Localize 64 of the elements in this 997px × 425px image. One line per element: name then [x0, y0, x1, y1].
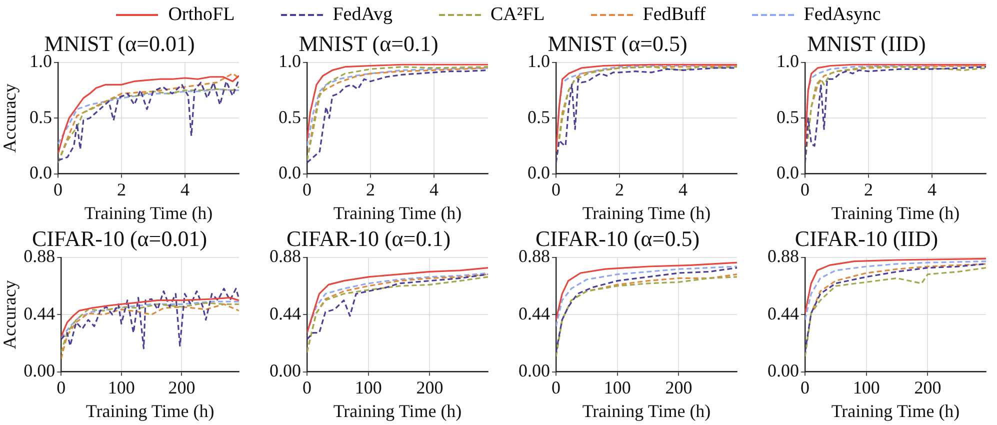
- y-axis-title: Accuracy: [0, 280, 20, 350]
- y-tick-label: 0.00: [24, 360, 56, 381]
- x-tick-label: 200: [416, 377, 444, 398]
- line-series: [556, 266, 737, 328]
- x-tick-label: 2: [615, 179, 624, 200]
- x-axis-title: Training Time (h): [831, 400, 960, 421]
- x-tick-label: 0: [302, 179, 312, 200]
- x-tick-label: 200: [168, 377, 196, 398]
- chart-title: MNIST (α=0.1): [298, 30, 438, 56]
- legend-label: OrthoFL: [168, 4, 235, 26]
- y-tick-label: 0.00: [270, 360, 301, 381]
- y-tick-label: 0.0: [528, 162, 550, 183]
- x-tick-label: 0: [800, 179, 810, 200]
- x-tick-label: 0: [302, 377, 312, 398]
- x-axis-title: Training Time (h): [333, 202, 462, 223]
- x-axis-title: Training Time (h): [86, 400, 214, 421]
- x-tick-label: 2: [117, 179, 126, 200]
- legend-label: FedBuff: [642, 4, 706, 26]
- y-tick-label: 1.0: [776, 51, 799, 72]
- legend-label: FedAsync: [804, 4, 881, 26]
- x-tick-label: 0: [54, 179, 62, 200]
- y-axis-title: Accuracy: [0, 84, 20, 153]
- x-axis-title: Training Time (h): [582, 400, 711, 421]
- y-tick-label: 0.5: [776, 106, 799, 127]
- x-tick-label: 100: [852, 377, 880, 398]
- y-tick-label: 1.0: [528, 51, 550, 72]
- line-series: [58, 88, 239, 145]
- y-tick-label: 0.00: [768, 360, 799, 381]
- x-tick-label: 200: [914, 377, 942, 398]
- x-tick-label: 100: [604, 377, 631, 398]
- x-tick-label: 4: [678, 179, 688, 200]
- legend-label: FedAvg: [332, 4, 392, 26]
- x-axis-title: Training Time (h): [831, 202, 960, 223]
- y-tick-label: 0.5: [278, 106, 301, 127]
- y-tick-label: 0.0: [30, 162, 52, 183]
- x-tick-label: 2: [366, 179, 376, 200]
- x-tick-label: 2: [864, 179, 874, 200]
- x-tick-label: 0: [800, 377, 810, 398]
- y-tick-label: 1.0: [278, 51, 301, 72]
- x-tick-label: 4: [180, 179, 190, 200]
- x-tick-label: 0: [56, 377, 66, 398]
- y-tick-label: 0.5: [528, 106, 550, 127]
- y-tick-label: 0.00: [518, 360, 550, 381]
- x-tick-label: 4: [430, 179, 439, 200]
- chart-title: MNIST (α=0.5): [548, 30, 688, 56]
- y-tick-label: 0.0: [278, 162, 301, 183]
- y-tick-label: 0.0: [776, 162, 799, 183]
- line-series: [61, 288, 239, 350]
- x-axis-title: Training Time (h): [84, 202, 213, 223]
- y-tick-label: 0.44: [518, 303, 550, 324]
- y-tick-label: 0.5: [30, 106, 52, 127]
- x-axis-title: Training Time (h): [333, 400, 462, 421]
- x-tick-label: 200: [665, 377, 692, 398]
- legend-label: CA²FL: [490, 4, 545, 26]
- chart-title: MNIST (IID): [807, 30, 926, 56]
- x-tick-label: 4: [928, 179, 937, 200]
- y-tick-label: 0.44: [270, 303, 301, 324]
- x-tick-label: 100: [354, 377, 382, 398]
- x-tick-label: 0: [552, 179, 560, 200]
- y-tick-label: 0.44: [24, 303, 56, 324]
- y-tick-label: 0.44: [768, 303, 799, 324]
- x-tick-label: 0: [552, 377, 560, 398]
- x-axis-title: Training Time (h): [582, 202, 711, 223]
- x-tick-label: 100: [108, 377, 135, 398]
